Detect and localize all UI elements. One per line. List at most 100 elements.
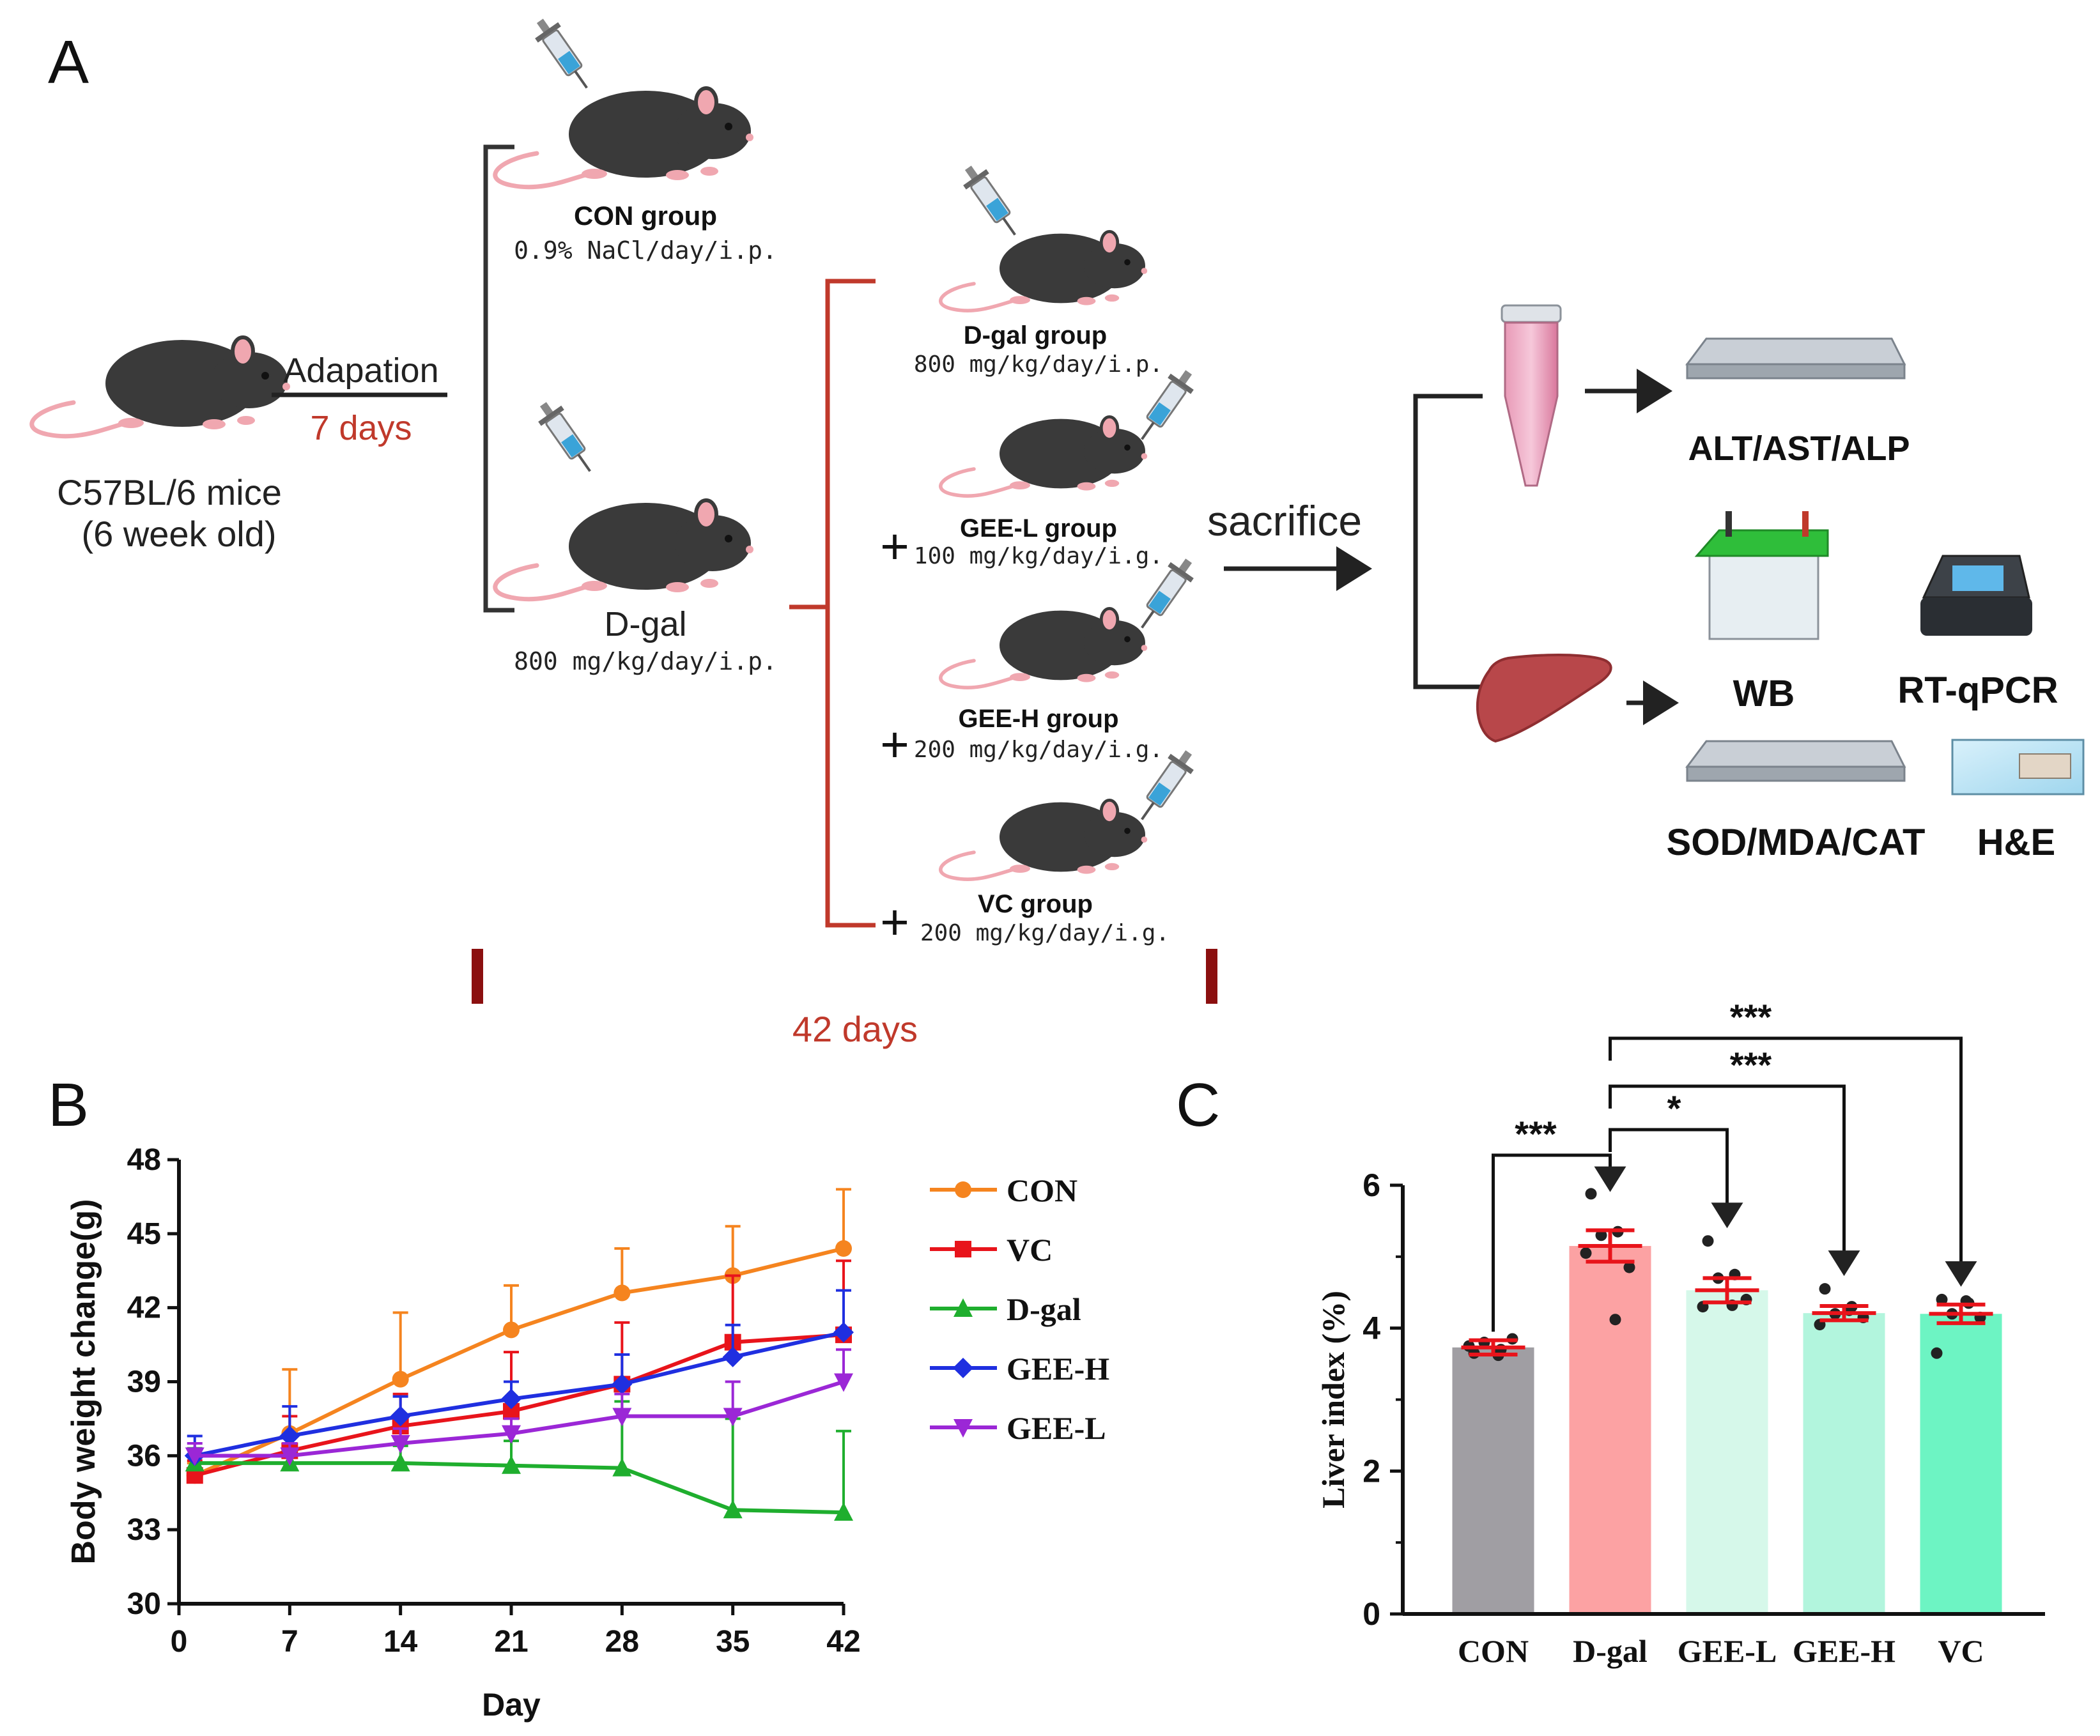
data-point — [392, 1371, 409, 1388]
treatment-bracket — [825, 279, 876, 928]
y-tick-label: 45 — [127, 1217, 161, 1251]
group-mouse-icon — [941, 800, 1147, 879]
data-point — [1702, 1235, 1714, 1247]
significance-label: * — [1667, 1088, 1681, 1128]
syringe-icon — [527, 12, 600, 98]
y-tick-label: 6 — [1363, 1167, 1380, 1203]
con-group-title: CON group — [574, 201, 717, 231]
data-point — [835, 1240, 852, 1257]
data-point — [1585, 1188, 1597, 1200]
treatment-group: + GEE-H group 200 mg/kg/day/i.g. — [880, 551, 1202, 772]
data-point — [833, 1322, 854, 1343]
panel-c-label: C — [1176, 1071, 1220, 1139]
data-point — [1623, 1261, 1635, 1273]
legend-label: GEE-H — [1007, 1351, 1109, 1386]
data-point — [612, 1457, 632, 1477]
liver-index-chart: CON D-gal GEE-L GEE-H VC 0 2 4 6 Liver index (%) *… — [1315, 997, 2045, 1669]
bar — [1803, 1313, 1885, 1614]
x-tick-label: 21 — [494, 1625, 528, 1659]
duration-bar-start — [472, 949, 483, 1004]
data-point — [834, 1502, 853, 1521]
data-point — [185, 1447, 205, 1466]
significance-bracket — [1609, 1084, 1860, 1277]
data-point — [1936, 1293, 1948, 1305]
group-dose: 800 mg/kg/day/i.p. — [914, 351, 1163, 378]
data-point — [1595, 1229, 1607, 1241]
significance-bracket — [1609, 1128, 1743, 1229]
data-point — [279, 1425, 300, 1447]
legend-label: CON — [1007, 1172, 1077, 1208]
data-point — [1580, 1247, 1592, 1259]
sod-label: SOD/MDA/CAT — [1667, 822, 1926, 863]
x-tick-label: CON — [1458, 1633, 1529, 1669]
group-mouse-icon — [941, 417, 1147, 496]
data-point — [955, 1181, 971, 1198]
x-tick-label: 7 — [281, 1625, 298, 1659]
syringe-icon — [955, 158, 1028, 245]
y-tick-label: 48 — [127, 1143, 161, 1177]
x-tick-label: 14 — [383, 1625, 418, 1659]
x-tick-label: 28 — [605, 1625, 639, 1659]
group-dose: 100 mg/kg/day/i.g. — [914, 543, 1163, 569]
data-point — [953, 1298, 973, 1317]
series-gee-l — [185, 1348, 853, 1466]
dgal-main-dose: 800 mg/kg/day/i.p. — [514, 647, 777, 675]
x-tick-label: 42 — [826, 1625, 860, 1659]
data-point — [614, 1284, 631, 1302]
data-point — [390, 1406, 411, 1427]
output-bracket — [1413, 394, 1483, 689]
bar — [1920, 1314, 2002, 1614]
x-tick-label: GEE-L — [1678, 1633, 1777, 1669]
he-label: H&E — [1977, 822, 2055, 863]
y-tick-label: 0 — [1363, 1596, 1380, 1632]
data-point — [834, 1373, 853, 1392]
pcr-machine-icon — [1920, 555, 2032, 636]
y-tick-label: 36 — [127, 1439, 161, 1473]
sacrifice-label: sacrifice — [1207, 497, 1362, 544]
data-point — [502, 1425, 521, 1444]
data-point — [501, 1388, 521, 1410]
x-tick-label: VC — [1938, 1633, 1984, 1669]
y-tick-label: 33 — [127, 1513, 161, 1547]
treatment-group: + GEE-L group 100 mg/kg/day/i.g. — [880, 363, 1202, 574]
duration-label: 42 days — [792, 1009, 918, 1049]
blood-assays: ALT/AST/ALP — [1688, 429, 1910, 468]
group-dose: 200 mg/kg/day/i.g. — [914, 737, 1163, 763]
significance-label: *** — [1730, 997, 1772, 1037]
y-tick-label: 39 — [127, 1365, 161, 1399]
bar — [1452, 1347, 1534, 1614]
data-point — [955, 1241, 971, 1257]
data-point — [503, 1321, 520, 1339]
x-tick-label: GEE-H — [1793, 1633, 1895, 1669]
plus-sign: + — [880, 716, 909, 772]
data-point — [723, 1500, 743, 1519]
legend-label: GEE-L — [1007, 1410, 1106, 1446]
data-point — [612, 1408, 632, 1427]
legend-label: D-gal — [1007, 1291, 1081, 1327]
treatment-group: D-gal group 800 mg/kg/day/i.p. — [914, 158, 1163, 378]
data-point — [502, 1455, 521, 1474]
slide-icon — [1951, 739, 2085, 795]
start-mouse-icon — [32, 337, 290, 436]
data-point — [953, 1358, 973, 1378]
con-mouse-icon — [495, 88, 753, 187]
microplate-icon — [1686, 337, 1906, 380]
data-point — [723, 1408, 743, 1427]
significance-bracket — [1492, 1153, 1626, 1332]
microplate-icon — [1686, 740, 1906, 782]
data-point — [390, 1435, 410, 1454]
y-tick-label: 42 — [127, 1291, 161, 1325]
data-point — [953, 1419, 973, 1438]
liver-icon — [1476, 654, 1612, 743]
x-axis-label: Day — [482, 1687, 541, 1723]
group-dose: 200 mg/kg/day/i.g. — [920, 920, 1170, 946]
group-title: VC group — [978, 890, 1093, 918]
dgal-mouse-icon — [495, 500, 753, 599]
data-point — [1609, 1314, 1621, 1326]
y-axis-label: Liver index (%) — [1315, 1291, 1351, 1509]
bar — [1686, 1290, 1768, 1614]
y-tick-label: 4 — [1363, 1310, 1380, 1346]
y-axis-label: Body weight change(g) — [65, 1199, 102, 1565]
significance-bracket — [1609, 1036, 1977, 1287]
